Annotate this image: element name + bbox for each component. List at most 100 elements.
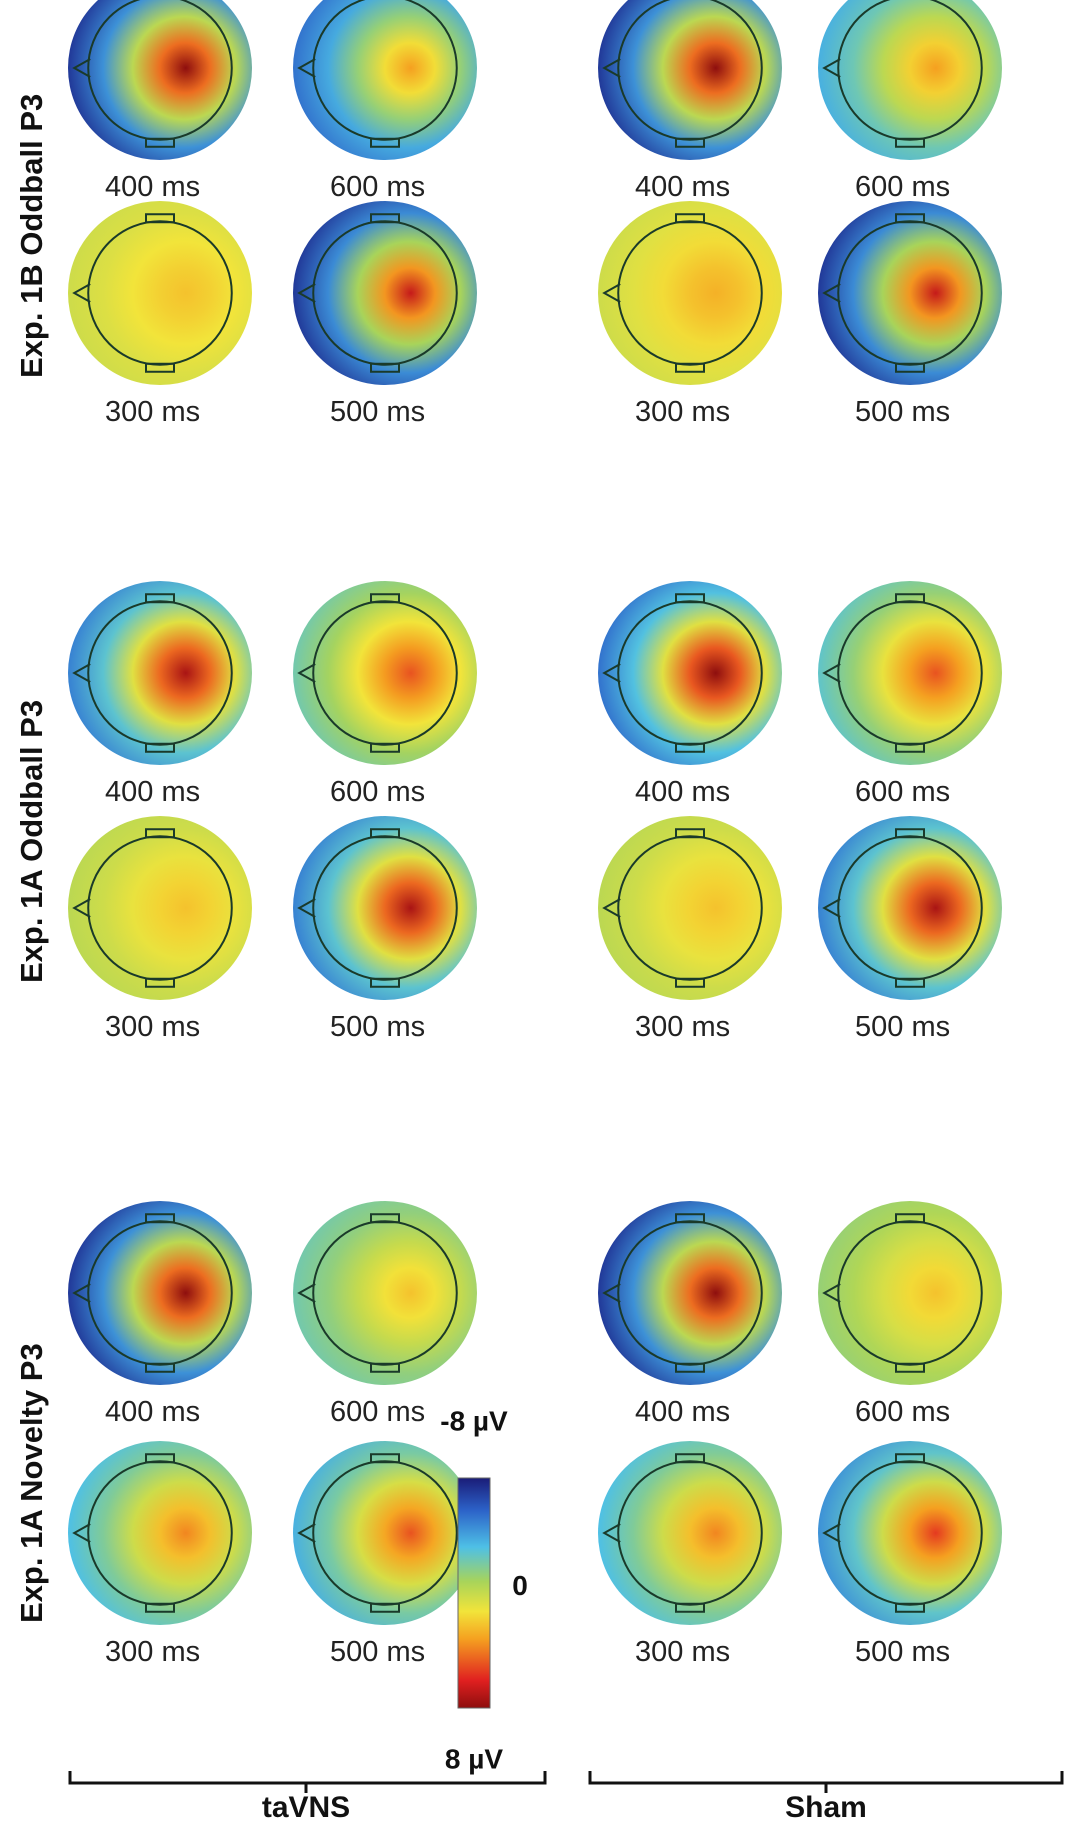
time-label: 500 ms xyxy=(855,396,950,428)
topomap: 300 ms xyxy=(68,201,252,428)
time-label: 500 ms xyxy=(330,1636,425,1668)
topomap: 500 ms xyxy=(293,1441,477,1668)
nose-outline xyxy=(297,1283,316,1303)
scalp-map xyxy=(818,1441,1002,1625)
time-label: 500 ms xyxy=(855,1636,950,1668)
topomap: 500 ms xyxy=(293,816,477,1043)
nose-outline xyxy=(602,663,621,683)
ear-outline xyxy=(145,828,175,839)
ear-outline xyxy=(370,1362,400,1373)
topomap: 600 ms xyxy=(818,581,1002,808)
nose-outline xyxy=(72,1283,91,1303)
scalp-map xyxy=(68,0,252,160)
ear-outline xyxy=(675,1362,705,1373)
topomap: 600 ms xyxy=(293,1201,477,1428)
topomap: 300 ms xyxy=(598,201,782,428)
time-label: 400 ms xyxy=(635,776,730,808)
nose-outline xyxy=(297,283,316,303)
ear-outline xyxy=(675,213,705,224)
scalp-map xyxy=(293,1441,477,1625)
ear-outline xyxy=(370,977,400,988)
ear-outline xyxy=(895,593,925,604)
nose-outline xyxy=(602,1283,621,1303)
scalp-map xyxy=(598,581,782,765)
topomap: 600 ms xyxy=(293,581,477,808)
sham-bracket xyxy=(588,1771,1064,1793)
nose-outline xyxy=(822,663,841,683)
nose-outline xyxy=(297,58,316,78)
scalp-map xyxy=(293,0,477,160)
time-label: 400 ms xyxy=(105,776,200,808)
scalp-map xyxy=(598,816,782,1000)
time-label: 600 ms xyxy=(855,171,950,203)
ear-outline xyxy=(370,137,400,148)
time-label: 300 ms xyxy=(105,1011,200,1043)
nose-outline xyxy=(72,283,91,303)
ear-outline xyxy=(675,828,705,839)
scalp-map xyxy=(68,581,252,765)
ear-outline xyxy=(895,977,925,988)
ear-outline xyxy=(145,593,175,604)
time-label: 600 ms xyxy=(330,776,425,808)
nose-outline xyxy=(822,283,841,303)
colorbar-gradient xyxy=(457,1477,491,1709)
ear-outline xyxy=(145,977,175,988)
ear-outline xyxy=(895,1362,925,1373)
time-label: 500 ms xyxy=(330,396,425,428)
topomap: 500 ms xyxy=(818,1441,1002,1668)
ear-outline xyxy=(675,1453,705,1464)
ear-outline xyxy=(895,213,925,224)
ear-outline xyxy=(145,137,175,148)
ear-outline xyxy=(675,977,705,988)
ear-outline xyxy=(145,1602,175,1613)
ear-outline xyxy=(675,742,705,753)
ear-outline xyxy=(370,362,400,373)
topomap: 400 ms xyxy=(598,0,782,203)
time-label: 600 ms xyxy=(855,776,950,808)
topomap: 500 ms xyxy=(818,816,1002,1043)
ear-outline xyxy=(370,1213,400,1224)
ear-outline xyxy=(370,742,400,753)
ear-outline xyxy=(895,1453,925,1464)
section-title-novelty: Exp. 1A Novelty P3 xyxy=(14,1343,49,1623)
nose-outline xyxy=(297,663,316,683)
ear-outline xyxy=(145,362,175,373)
topomap: 300 ms xyxy=(68,1441,252,1668)
colorbar-zero-label: 0 xyxy=(512,1570,528,1601)
scalp-map xyxy=(598,1441,782,1625)
condition-label-sham: Sham xyxy=(785,1791,867,1824)
nose-outline xyxy=(822,1523,841,1543)
section-title-1b-oddball: Exp. 1B Oddball P3 xyxy=(14,94,49,378)
scalp-map xyxy=(68,1201,252,1385)
scalp-map xyxy=(68,816,252,1000)
nose-outline xyxy=(72,663,91,683)
topomap: 600 ms xyxy=(293,0,477,203)
nose-outline xyxy=(602,283,621,303)
ear-outline xyxy=(370,593,400,604)
ear-outline xyxy=(895,137,925,148)
ear-outline xyxy=(145,213,175,224)
scalp-map xyxy=(818,0,1002,160)
time-label: 600 ms xyxy=(330,1396,425,1428)
nose-outline xyxy=(822,1283,841,1303)
scalp-map xyxy=(68,201,252,385)
nose-outline xyxy=(72,1523,91,1543)
scalp-map xyxy=(818,581,1002,765)
nose-outline xyxy=(297,898,316,918)
ear-outline xyxy=(895,742,925,753)
ear-outline xyxy=(675,362,705,373)
ear-outline xyxy=(895,1213,925,1224)
scalp-map xyxy=(818,1201,1002,1385)
ear-outline xyxy=(370,1602,400,1613)
nose-outline xyxy=(72,898,91,918)
time-label: 400 ms xyxy=(635,1396,730,1428)
ear-outline xyxy=(895,828,925,839)
nose-outline xyxy=(822,898,841,918)
scalp-map xyxy=(598,1201,782,1385)
ear-outline xyxy=(370,1453,400,1464)
nose-outline xyxy=(602,898,621,918)
time-label: 500 ms xyxy=(330,1011,425,1043)
condition-label-tavns: taVNS xyxy=(262,1791,350,1824)
topomap: 400 ms xyxy=(68,1201,252,1428)
ear-outline xyxy=(370,828,400,839)
